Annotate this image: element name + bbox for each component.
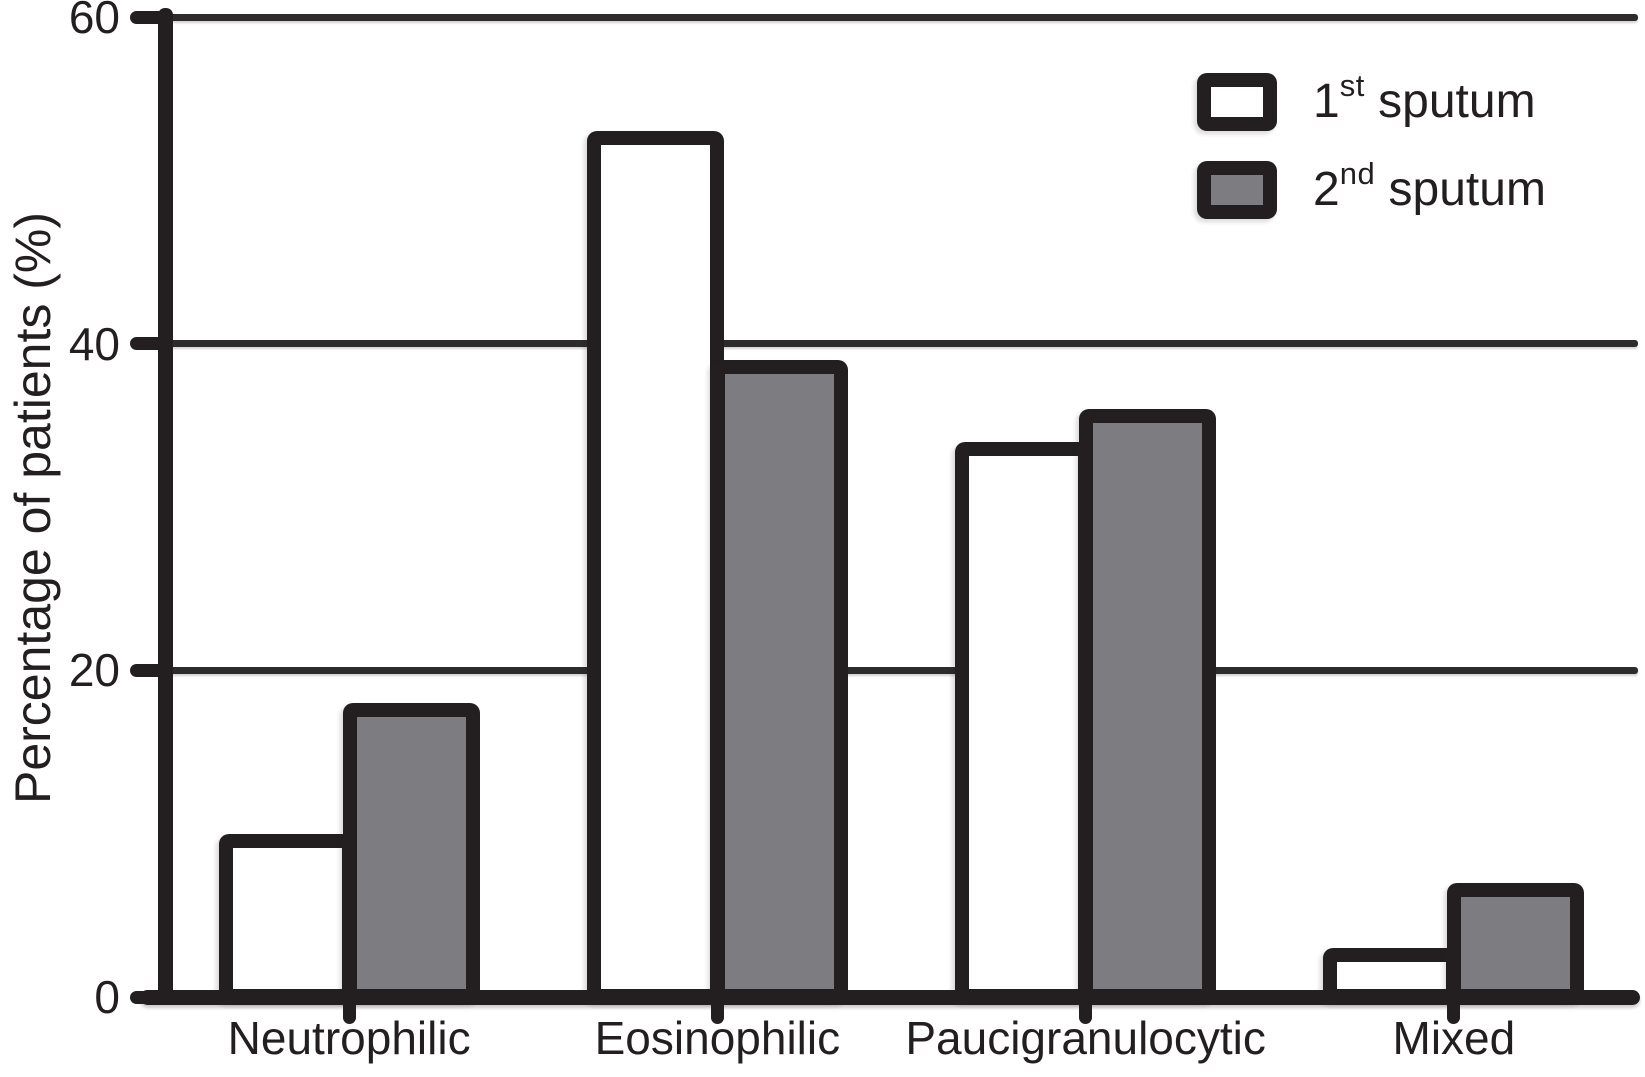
y-axis-title: Percentage of patients (%) <box>5 212 61 804</box>
x-category-label-mixed: Mixed <box>1392 1012 1516 1064</box>
legend-item-2nd-sputum: 2nd sputum <box>1197 158 1546 219</box>
x-axis-line <box>140 990 1640 1005</box>
y-tick-20 <box>130 663 166 677</box>
legend-label-1st-rest: sputum <box>1364 75 1536 128</box>
legend-label-2nd-superscript: nd <box>1339 156 1376 191</box>
y-tick-label-20: 20 <box>68 644 120 697</box>
bar-paucigranulocytic-1st-sputum <box>955 441 1093 1003</box>
x-category-label-paucigranulocytic: Paucigranulocytic <box>905 1012 1266 1064</box>
legend-label-1st-sputum: 1st sputum <box>1313 70 1536 131</box>
y-tick-0 <box>130 990 166 1004</box>
x-category-label-neutrophilic: Neutrophilic <box>227 1012 471 1064</box>
y-tick-40 <box>130 337 166 351</box>
x-tick-paucigranulocytic <box>1079 995 1093 1024</box>
legend-label-2nd-rest: sputum <box>1375 163 1546 216</box>
y-tick-label-0: 0 <box>94 971 120 1023</box>
y-tick-label-60: 60 <box>68 0 120 43</box>
bar-mixed-2nd-sputum <box>1447 882 1585 1003</box>
x-tick-mixed <box>1447 995 1461 1024</box>
bar-eosinophilic-1st-sputum <box>586 131 724 1003</box>
x-tick-eosinophilic <box>710 995 724 1024</box>
y-axis-line <box>158 8 173 1005</box>
x-tick-neutrophilic <box>342 995 356 1024</box>
legend-label-1st-prefix: 1 <box>1313 75 1340 128</box>
bar-neutrophilic-1st-sputum <box>218 833 356 1003</box>
legend-label-1st-superscript: st <box>1339 68 1365 103</box>
legend: 1st sputum 2nd sputum <box>1197 70 1546 219</box>
gridline-20 <box>162 666 1638 674</box>
legend-label-2nd-prefix: 2 <box>1313 163 1340 216</box>
gridline-60 <box>162 13 1638 21</box>
gridline-40 <box>162 340 1638 348</box>
legend-swatch-1st-sputum <box>1197 73 1277 131</box>
legend-item-1st-sputum: 1st sputum <box>1197 70 1546 131</box>
legend-swatch-2nd-sputum <box>1197 161 1277 219</box>
legend-label-2nd-sputum: 2nd sputum <box>1313 158 1546 219</box>
bar-eosinophilic-2nd-sputum <box>710 360 848 1003</box>
bar-neutrophilic-2nd-sputum <box>342 703 480 1003</box>
bar-paucigranulocytic-2nd-sputum <box>1079 409 1217 1003</box>
y-tick-label-40: 40 <box>68 317 120 370</box>
x-category-label-eosinophilic: Eosinophilic <box>594 1012 841 1064</box>
y-tick-60 <box>130 10 166 24</box>
